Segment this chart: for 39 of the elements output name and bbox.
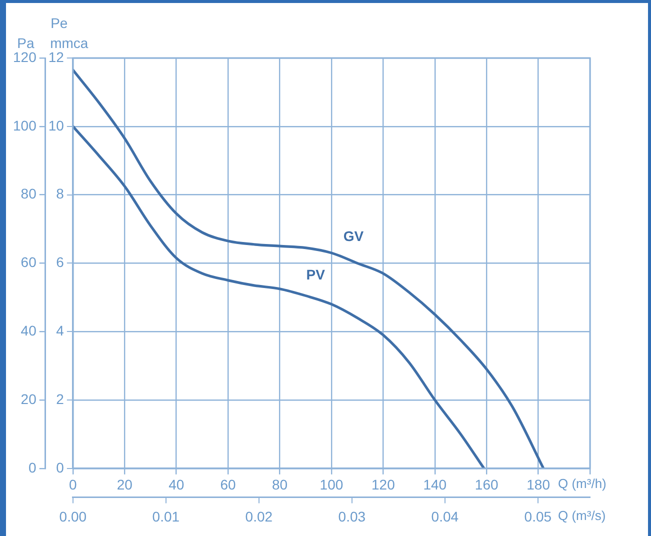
x-tick-label: 140 [423, 476, 447, 493]
y2-axis-title: mmca [50, 34, 88, 51]
x2-tick-label: 0.03 [338, 508, 366, 524]
line-series [72, 125, 486, 468]
x2-tick-label: 0.02 [245, 508, 273, 524]
y-tick-label: 100 [13, 117, 37, 134]
x2-tick-label: 0.04 [431, 508, 459, 524]
x-tick-label: 160 [474, 476, 498, 493]
y2-tick-label: 4 [56, 322, 64, 338]
y2-tick-label: 0 [56, 459, 64, 476]
x-tick-label: 0 [69, 476, 78, 493]
x-tick-label: 100 [320, 476, 344, 493]
x-axis-title: Q (m³/h) [558, 476, 606, 491]
series-label: PV [306, 266, 326, 283]
line-series [72, 68, 545, 468]
x-tick-label: 20 [116, 476, 133, 493]
x-tick-label: 180 [526, 476, 550, 493]
x2-axis-title: Q (m³/s) [558, 508, 606, 523]
y-tick-label: 20 [20, 390, 37, 407]
y2-tick-label: 8 [56, 186, 64, 202]
y-tick-label: 60 [20, 254, 37, 270]
x-tick-label: 120 [371, 476, 396, 493]
y-tick-label: 0 [28, 459, 37, 476]
y-tick-label: 120 [13, 48, 37, 65]
series-label: GV [343, 228, 364, 244]
x2-tick-label: 0.00 [59, 508, 87, 524]
y2-tick-label: 10 [48, 117, 64, 134]
y2-tick-label: 12 [48, 48, 64, 65]
y-tick-label: 80 [20, 186, 37, 202]
y2-tick-label: 6 [56, 254, 64, 270]
x2-tick-label: 0.01 [152, 508, 180, 524]
x-tick-label: 60 [220, 476, 236, 493]
x-tick-label: 40 [168, 476, 184, 493]
x-tick-label: 80 [272, 476, 288, 493]
y-tick-label: 40 [20, 322, 37, 338]
y2-tick-label: 2 [56, 390, 64, 407]
x2-tick-label: 0.05 [524, 508, 552, 524]
y-axis-title: Pa [17, 34, 34, 51]
text: Pe [50, 14, 68, 31]
